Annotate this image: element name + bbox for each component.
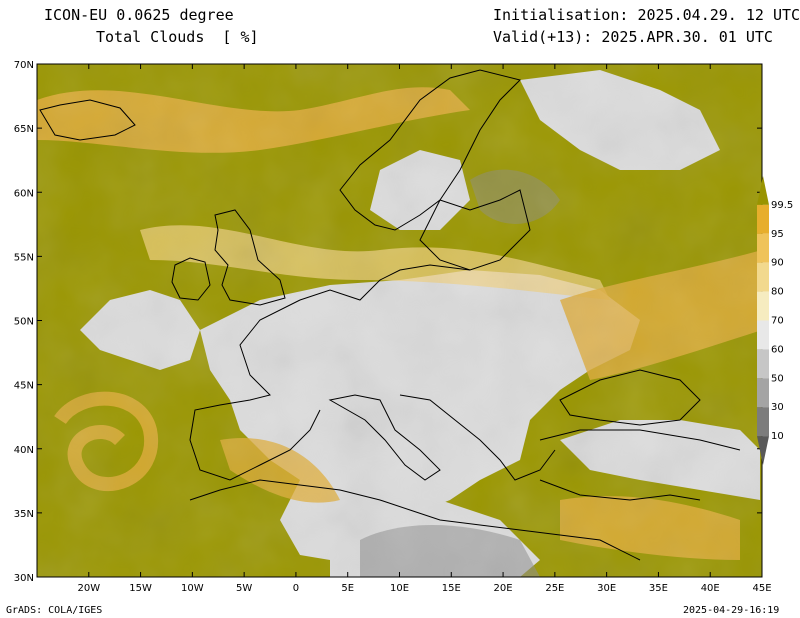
lat-label: 50N bbox=[14, 317, 34, 328]
colorbar-label: 80 bbox=[771, 287, 784, 298]
colorbar-label: 60 bbox=[771, 344, 784, 355]
lat-label: 45N bbox=[14, 381, 34, 392]
lon-label: 0 bbox=[293, 583, 299, 594]
coast-britain bbox=[214, 209, 286, 306]
colorbar-swatch bbox=[757, 262, 769, 292]
coast-black-sea bbox=[559, 369, 701, 426]
colorbar-swatch bbox=[757, 349, 769, 379]
colorbar-label: 50 bbox=[771, 373, 784, 384]
variable-title: Total Clouds [ %] bbox=[96, 28, 259, 46]
coastlines bbox=[39, 69, 741, 561]
lon-label: 25E bbox=[545, 583, 564, 594]
lat-label: 40N bbox=[14, 445, 34, 456]
coast-italy bbox=[328, 394, 441, 481]
lon-label: 40E bbox=[701, 583, 720, 594]
colorbar-swatch bbox=[757, 436, 769, 465]
lon-label: 5E bbox=[341, 583, 354, 594]
coast-balkans bbox=[399, 394, 556, 481]
lon-label: 45E bbox=[752, 583, 771, 594]
lat-label: 30N bbox=[14, 573, 34, 584]
colorbar-swatch bbox=[757, 291, 769, 321]
colorbar-swatch bbox=[757, 378, 769, 408]
colorbar-swatch bbox=[757, 233, 769, 263]
lon-label: 30E bbox=[597, 583, 616, 594]
coast-europe-west bbox=[189, 264, 471, 481]
lat-label: 60N bbox=[14, 188, 34, 199]
colorbar-swatch bbox=[757, 407, 769, 437]
lon-label: 5W bbox=[236, 583, 252, 594]
colorbar-swatch bbox=[757, 320, 769, 350]
colorbar-swatch bbox=[757, 176, 769, 205]
lon-label: 15W bbox=[129, 583, 152, 594]
colorbar-label: 70 bbox=[771, 316, 784, 327]
footer-timestamp: 2025-04-29-16:19 bbox=[683, 605, 780, 616]
footer-source: GrADS: COLA/IGES bbox=[6, 605, 103, 616]
model-title: ICON-EU 0.0625 degree bbox=[44, 6, 234, 24]
colorbar-swatch bbox=[757, 204, 769, 234]
latitude-axis: 70N 65N 60N 55N 50N 45N 40N 35N 30N bbox=[14, 60, 762, 584]
colorbar-label: 30 bbox=[771, 402, 784, 413]
coast-ireland bbox=[171, 257, 211, 301]
longitude-axis: 20W 15W 10W 5W 0 5E 10E 15E 20E 25E 30E 35E 40E 45E bbox=[77, 64, 772, 594]
lon-label: 15E bbox=[442, 583, 461, 594]
colorbar-label: 10 bbox=[771, 431, 784, 442]
colorbar-label: 90 bbox=[771, 258, 784, 269]
init-time: Initialisation: 2025.04.29. 12 UTC bbox=[493, 6, 800, 24]
colorbar-label: 95 bbox=[771, 229, 784, 240]
map-field bbox=[37, 64, 762, 577]
cloud-texture bbox=[37, 64, 762, 577]
lat-label: 65N bbox=[14, 124, 34, 135]
lon-label: 20E bbox=[494, 583, 513, 594]
lat-label: 55N bbox=[14, 252, 34, 263]
lat-label: 70N bbox=[14, 60, 34, 71]
lon-label: 10E bbox=[390, 583, 409, 594]
coast-iceland bbox=[39, 99, 136, 141]
valid-time: Valid(+13): 2025.APR.30. 01 UTC bbox=[493, 28, 773, 46]
lon-label: 35E bbox=[649, 583, 668, 594]
lon-label: 10W bbox=[181, 583, 204, 594]
coast-baltic bbox=[419, 189, 531, 271]
colorbar: 99.5 95 90 80 70 60 50 30 10 bbox=[757, 176, 793, 465]
coast-norway bbox=[339, 69, 521, 231]
colorbar-label: 99.5 bbox=[771, 200, 793, 211]
coast-turkey bbox=[539, 429, 741, 501]
coast-north-africa bbox=[189, 479, 641, 561]
lon-label: 20W bbox=[77, 583, 100, 594]
lat-label: 35N bbox=[14, 509, 34, 520]
